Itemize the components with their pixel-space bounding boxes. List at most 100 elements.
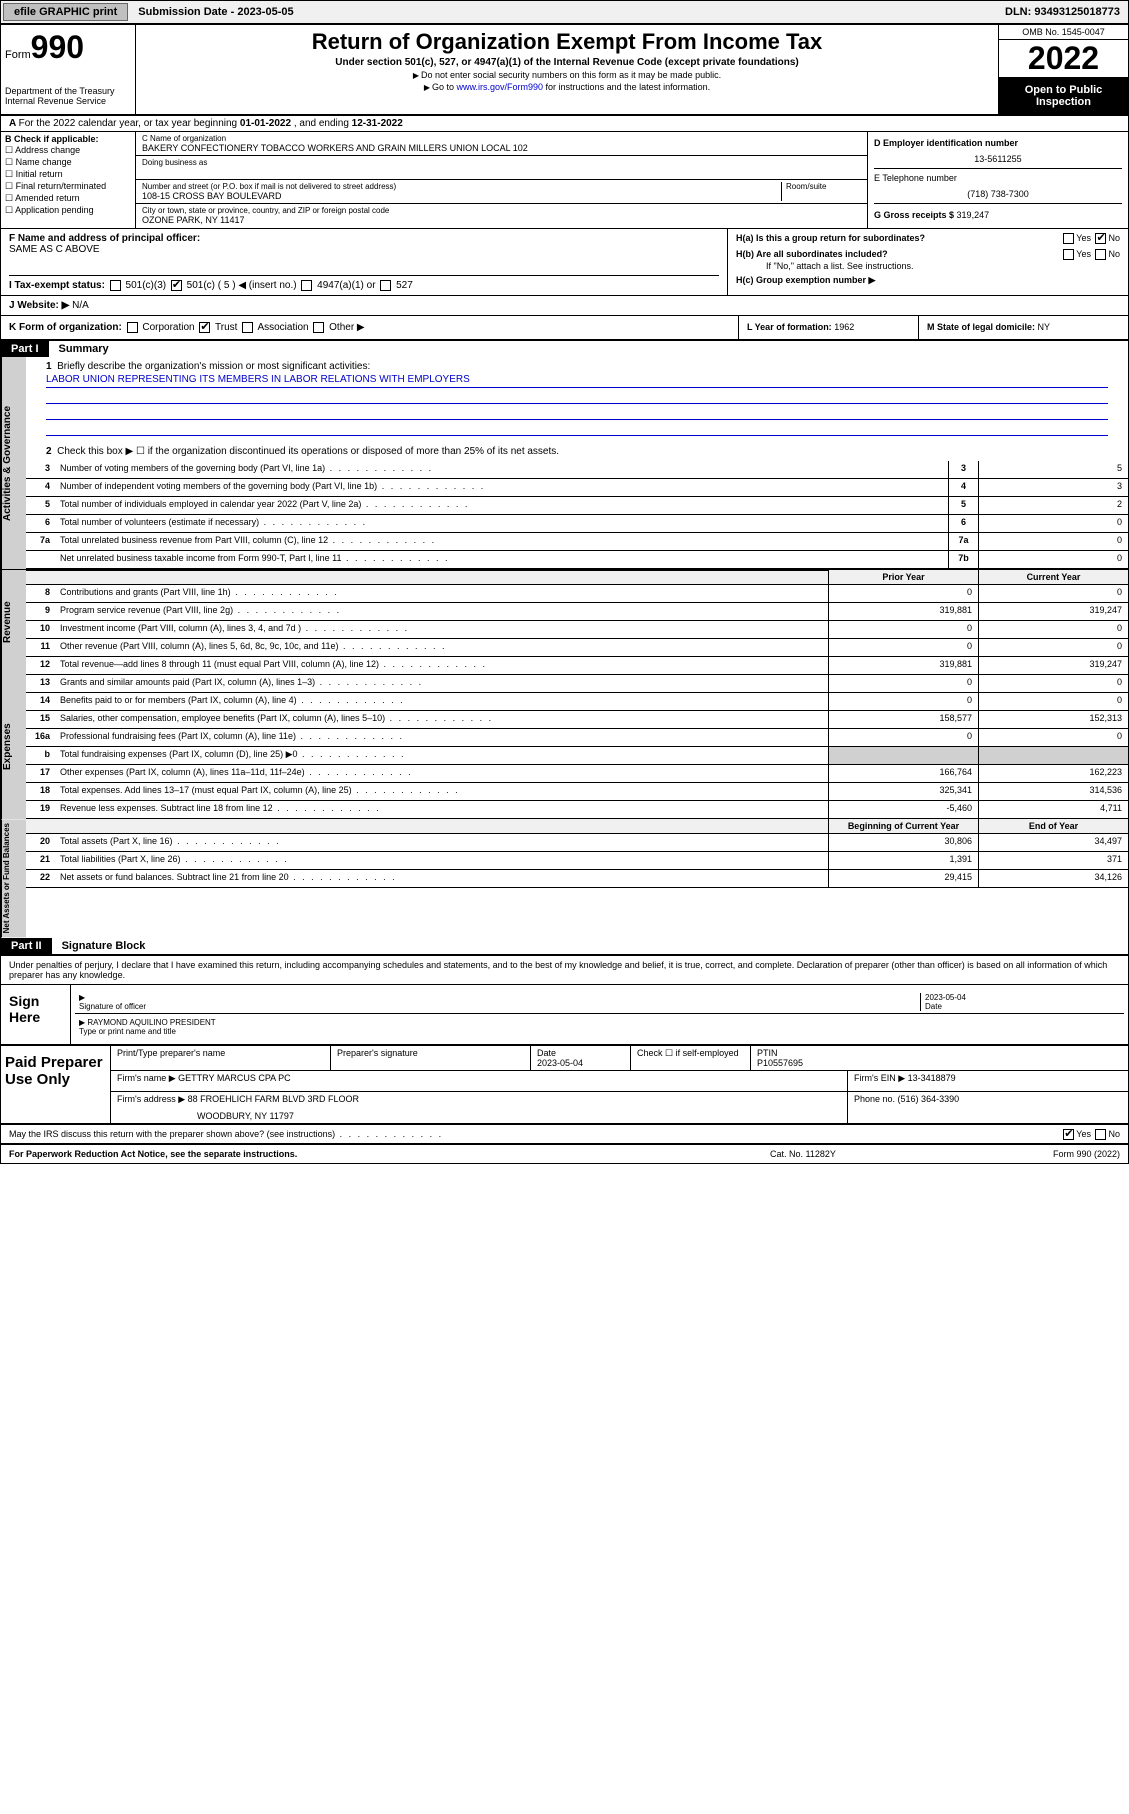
irs-link[interactable]: www.irs.gov/Form990 (457, 82, 544, 92)
dba-label: Doing business as (142, 158, 861, 167)
summary-line: 22Net assets or fund balances. Subtract … (26, 870, 1128, 888)
discuss-row: May the IRS discuss this return with the… (1, 1125, 1128, 1145)
chk-501c[interactable] (171, 280, 182, 291)
netassets-section: Net Assets or Fund Balances Beginning of… (1, 819, 1128, 937)
chk-application-pending[interactable]: ☐ Application pending (5, 205, 131, 216)
row-a-tax-year: A For the 2022 calendar year, or tax yea… (1, 116, 1128, 132)
chk-address-change[interactable]: ☐ Address change (5, 145, 131, 156)
summary-line: 11Other revenue (Part VIII, column (A), … (26, 639, 1128, 657)
col-b-checkboxes: B Check if applicable: ☐ Address change … (1, 132, 136, 228)
col-c-org-info: C Name of organizationBAKERY CONFECTIONE… (136, 132, 868, 228)
firm-ein: 13-3418879 (908, 1073, 956, 1083)
mission-text: LABOR UNION REPRESENTING ITS MEMBERS IN … (46, 374, 1108, 388)
current-year-header: Current Year (978, 570, 1128, 584)
hb-note: If "No," attach a list. See instructions… (736, 261, 1120, 271)
hb-no[interactable] (1095, 249, 1106, 260)
header-right: OMB No. 1545-0047 2022 Open to Public In… (998, 25, 1128, 114)
chk-assoc[interactable] (242, 322, 253, 333)
signature-section: Under penalties of perjury, I declare th… (1, 954, 1128, 1145)
chk-amended[interactable]: ☐ Amended return (5, 193, 131, 204)
form-header: Form990 Department of the Treasury Inter… (1, 25, 1128, 116)
vlabel-revenue: Revenue (1, 570, 26, 675)
chk-corp[interactable] (127, 322, 138, 333)
topbar: efile GRAPHIC print Submission Date - 20… (1, 1, 1128, 25)
chk-final-return[interactable]: ☐ Final return/terminated (5, 181, 131, 192)
summary-line: 12Total revenue—add lines 8 through 11 (… (26, 657, 1128, 675)
ein-label: D Employer identification number (874, 138, 1018, 148)
section-b-identity: B Check if applicable: ☐ Address change … (1, 132, 1128, 229)
officer-name: RAYMOND AQUILINO PRESIDENT (87, 1018, 215, 1027)
form-number: 990 (31, 29, 84, 65)
ha-no[interactable] (1095, 233, 1106, 244)
note-link: Go to www.irs.gov/Form990 for instructio… (140, 82, 994, 92)
vlabel-netassets: Net Assets or Fund Balances (1, 819, 26, 937)
summary-line: 5Total number of individuals employed in… (26, 497, 1128, 515)
ein-value: 13-5611255 (874, 154, 1122, 164)
revenue-section: Revenue Prior YearCurrent Year 8Contribu… (1, 569, 1128, 675)
chk-4947[interactable] (301, 280, 312, 291)
summary-line: bTotal fundraising expenses (Part IX, co… (26, 747, 1128, 765)
expenses-section: Expenses 13Grants and similar amounts pa… (1, 675, 1128, 819)
summary-line: 18Total expenses. Add lines 13–17 (must … (26, 783, 1128, 801)
prep-sig-label: Preparer's signature (331, 1046, 531, 1070)
submission-date: Submission Date - 2023-05-05 (130, 4, 301, 20)
part1-header: Part I Summary (1, 341, 1128, 357)
website-value: N/A (72, 300, 89, 311)
summary-line: 15Salaries, other compensation, employee… (26, 711, 1128, 729)
year-formation: 1962 (834, 322, 854, 332)
summary-line: 4Number of independent voting members of… (26, 479, 1128, 497)
discuss-no[interactable] (1095, 1129, 1106, 1140)
omb-number: OMB No. 1545-0047 (999, 25, 1128, 40)
chk-527[interactable] (380, 280, 391, 291)
chk-other[interactable] (313, 322, 324, 333)
summary-line: 3Number of voting members of the governi… (26, 461, 1128, 479)
paid-preparer-label: Paid Preparer Use Only (1, 1046, 111, 1123)
ha-yes[interactable] (1063, 233, 1074, 244)
chk-name-change[interactable]: ☐ Name change (5, 157, 131, 168)
hb-yes[interactable] (1063, 249, 1074, 260)
form-title: Return of Organization Exempt From Incom… (140, 29, 994, 55)
summary-line: 6Total number of volunteers (estimate if… (26, 515, 1128, 533)
discuss-yes[interactable] (1063, 1129, 1074, 1140)
firm-phone: (516) 364-3390 (898, 1094, 960, 1104)
phone-value: (718) 738-7300 (874, 189, 1122, 199)
note-ssn: Do not enter social security numbers on … (140, 70, 994, 80)
summary-line: 9Program service revenue (Part VIII, lin… (26, 603, 1128, 621)
vlabel-expenses: Expenses (1, 675, 26, 819)
footer-formno: Form 990 (2022) (970, 1149, 1120, 1159)
summary-line: Net unrelated business taxable income fr… (26, 551, 1128, 569)
prep-name-label: Print/Type preparer's name (111, 1046, 331, 1070)
street-address: 108-15 CROSS BAY BOULEVARD (142, 191, 781, 201)
ha-label: H(a) Is this a group return for subordin… (736, 233, 925, 243)
gross-receipts-value: 319,247 (957, 210, 990, 220)
ptin-value: P10557695 (757, 1058, 803, 1068)
summary-line: 19Revenue less expenses. Subtract line 1… (26, 801, 1128, 819)
state-domicile: NY (1038, 322, 1051, 332)
officer-value: SAME AS C ABOVE (9, 244, 719, 255)
prior-year-header: Prior Year (828, 570, 978, 584)
dln: DLN: 93493125018773 (997, 4, 1128, 20)
part2-header: Part II Signature Block (1, 938, 1128, 954)
vlabel-governance: Activities & Governance (1, 357, 26, 569)
begin-year-header: Beginning of Current Year (828, 819, 978, 833)
efile-print-button[interactable]: efile GRAPHIC print (3, 3, 128, 21)
declaration-text: Under penalties of perjury, I declare th… (1, 956, 1128, 985)
firm-addr1: 88 FROEHLICH FARM BLVD 3RD FLOOR (188, 1094, 359, 1104)
footer-notice: For Paperwork Reduction Act Notice, see … (9, 1149, 770, 1159)
city-state-zip: OZONE PARK, NY 11417 (142, 215, 861, 225)
addr-label: Number and street (or P.O. box if mail i… (142, 182, 781, 191)
summary-line: 13Grants and similar amounts paid (Part … (26, 675, 1128, 693)
firm-name: GETTRY MARCUS CPA PC (178, 1073, 291, 1083)
city-label: City or town, state or province, country… (142, 206, 861, 215)
row-k-org-form: K Form of organization: Corporation Trus… (1, 316, 1128, 341)
chk-initial-return[interactable]: ☐ Initial return (5, 169, 131, 180)
page-footer: For Paperwork Reduction Act Notice, see … (1, 1145, 1128, 1163)
summary-line: 8Contributions and grants (Part VIII, li… (26, 585, 1128, 603)
governance-section: Activities & Governance 1 Briefly descri… (1, 357, 1128, 569)
summary-line: 16aProfessional fundraising fees (Part I… (26, 729, 1128, 747)
chk-trust[interactable] (199, 322, 210, 333)
chk-501c3[interactable] (110, 280, 121, 291)
hb-label: H(b) Are all subordinates included? (736, 249, 888, 259)
inspection-badge: Open to Public Inspection (999, 78, 1128, 114)
row-j-website: J Website: ▶ N/A (1, 296, 1128, 316)
